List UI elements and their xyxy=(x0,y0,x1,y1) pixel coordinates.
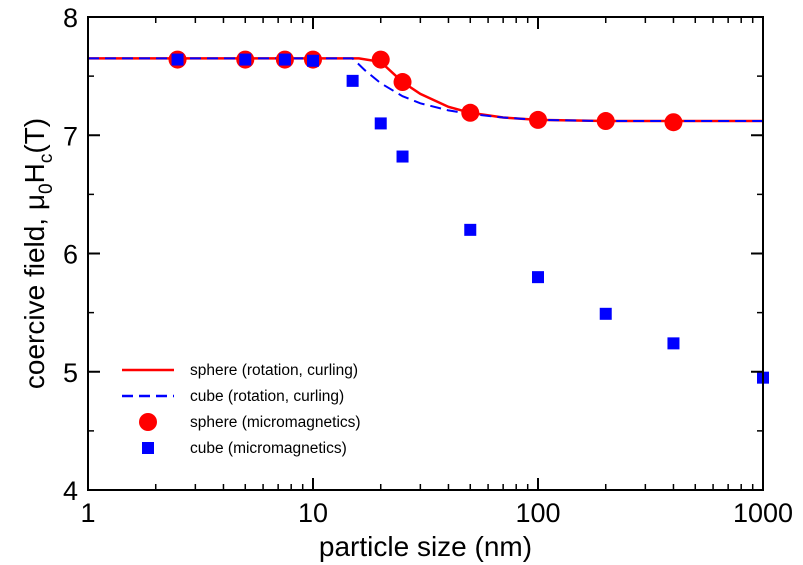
axes: 1 10 100 1000 4 5 6 7 8 xyxy=(63,3,793,528)
legend-label-sphere-rotation-curling: sphere (rotation, curling) xyxy=(190,362,358,379)
x-tick-label: 10 xyxy=(298,498,328,528)
y-axis-label: coercive field, μ0Hc(T) xyxy=(19,118,57,389)
plot-area xyxy=(88,50,769,384)
cube-micromagnetics-point xyxy=(239,53,252,66)
y-axis-label-h: H xyxy=(19,163,50,183)
legend-swatch-sphere-micromagnetics xyxy=(139,413,157,431)
cube-micromagnetics-point xyxy=(532,271,544,284)
cube-micromagnetics-point xyxy=(396,150,409,163)
sphere-micromagnetics-point xyxy=(596,112,615,131)
legend-label-cube-micromagnetics: cube (micromagnetics) xyxy=(190,440,347,457)
x-axis-label: particle size (nm) xyxy=(319,531,532,562)
sphere-micromagnetics-point xyxy=(371,50,390,69)
cube-micromagnetics-point xyxy=(278,53,291,66)
legend-swatch-cube-micromagnetics xyxy=(142,442,154,454)
cube-micromagnetics-point xyxy=(346,74,359,87)
y-tick-label: 6 xyxy=(63,240,78,270)
sphere-micromagnetics-point xyxy=(461,103,480,122)
y-axis-label-main: coercive field, μ xyxy=(19,194,50,389)
cube-micromagnetics-point xyxy=(599,307,612,320)
y-tick-label: 8 xyxy=(63,3,78,33)
cube-micromagnetics-point xyxy=(667,337,680,350)
series-line-cube-rotation-curling xyxy=(88,57,763,123)
y-tick-label: 4 xyxy=(63,476,78,506)
y-axis-label-tail: (T) xyxy=(19,118,50,154)
legend-label-sphere-micromagnetics: sphere (micromagnetics) xyxy=(190,414,361,431)
cube-micromagnetics-point xyxy=(464,223,477,236)
sphere-micromagnetics-point xyxy=(529,110,547,129)
legend: sphere (rotation, curling) cube (rotation… xyxy=(122,362,361,457)
y-axis-label-sub-0: 0 xyxy=(36,183,57,194)
x-tick-label: 1000 xyxy=(733,498,793,528)
sphere-micromagnetics-point xyxy=(664,113,683,132)
cube-micromagnetics-point xyxy=(171,53,184,66)
legend-label-cube-rotation-curling: cube (rotation, curling) xyxy=(190,388,344,405)
x-tick-label: 100 xyxy=(515,498,560,528)
y-axis-label-sub-c: c xyxy=(36,154,57,164)
series-line-sphere-rotation-curling xyxy=(88,57,763,123)
y-tick-label: 7 xyxy=(63,121,78,151)
y-tick-label: 5 xyxy=(63,358,78,388)
x-tick-label: 1 xyxy=(80,498,95,528)
cube-micromagnetics-point xyxy=(307,54,319,67)
sphere-micromagnetics-point xyxy=(393,73,412,92)
cube-micromagnetics-point xyxy=(374,117,387,130)
